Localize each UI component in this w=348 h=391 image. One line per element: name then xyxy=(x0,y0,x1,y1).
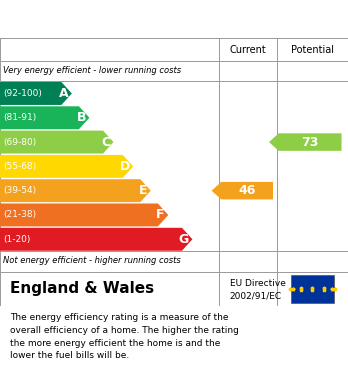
Text: G: G xyxy=(179,233,189,246)
Text: C: C xyxy=(101,136,110,149)
Text: Current: Current xyxy=(230,45,266,55)
Polygon shape xyxy=(0,106,89,129)
Text: B: B xyxy=(77,111,86,124)
Text: (81-91): (81-91) xyxy=(3,113,37,122)
Text: Not energy efficient - higher running costs: Not energy efficient - higher running co… xyxy=(3,256,181,265)
Text: The energy efficiency rating is a measure of the
overall efficiency of a home. T: The energy efficiency rating is a measur… xyxy=(10,313,239,361)
Polygon shape xyxy=(0,82,72,105)
Text: (21-38): (21-38) xyxy=(3,210,37,219)
Polygon shape xyxy=(269,133,341,151)
Polygon shape xyxy=(0,203,168,226)
Text: (69-80): (69-80) xyxy=(3,138,37,147)
Text: A: A xyxy=(59,87,68,100)
Text: 73: 73 xyxy=(301,136,319,149)
Polygon shape xyxy=(0,131,113,154)
Polygon shape xyxy=(0,179,151,202)
Polygon shape xyxy=(212,182,273,199)
Text: (92-100): (92-100) xyxy=(3,89,42,98)
Text: (39-54): (39-54) xyxy=(3,186,37,195)
Text: Potential: Potential xyxy=(291,45,334,55)
Text: F: F xyxy=(156,208,165,221)
Text: D: D xyxy=(119,160,130,173)
Polygon shape xyxy=(0,155,133,178)
Text: England & Wales: England & Wales xyxy=(10,282,155,296)
Text: E: E xyxy=(139,184,147,197)
Text: Very energy efficient - lower running costs: Very energy efficient - lower running co… xyxy=(3,66,182,75)
Text: (1-20): (1-20) xyxy=(3,235,31,244)
Text: EU Directive: EU Directive xyxy=(230,279,286,288)
Text: 46: 46 xyxy=(238,184,256,197)
Text: (55-68): (55-68) xyxy=(3,162,37,171)
Polygon shape xyxy=(0,228,192,251)
Text: 2002/91/EC: 2002/91/EC xyxy=(230,291,282,300)
Text: Energy Efficiency Rating: Energy Efficiency Rating xyxy=(10,12,220,27)
FancyBboxPatch shape xyxy=(291,275,334,303)
